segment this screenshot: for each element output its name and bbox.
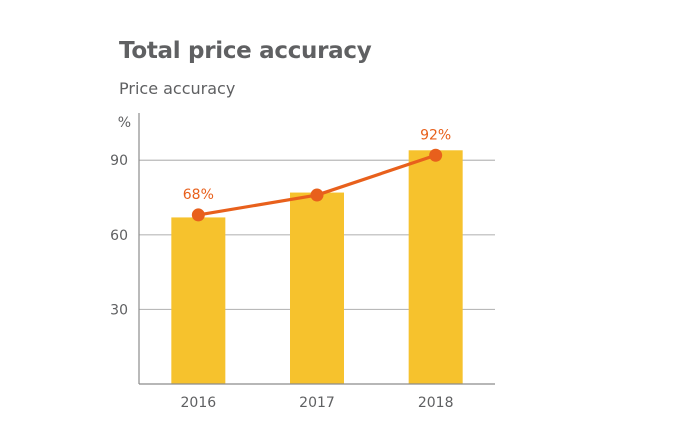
x-tick-label: 2018 xyxy=(418,395,454,411)
line-point xyxy=(429,148,443,162)
y-tick-label: 90 xyxy=(110,153,128,169)
y-tick-label: 30 xyxy=(110,302,128,318)
chart-subtitle: Price accuracy xyxy=(119,79,236,98)
axes xyxy=(138,113,495,385)
y-tick-label: 60 xyxy=(110,228,128,244)
data-labels: 68% 92% xyxy=(183,127,451,203)
data-label: 68% xyxy=(183,187,214,203)
bar-series xyxy=(171,150,463,384)
line-series xyxy=(191,148,443,222)
data-label: 92% xyxy=(420,127,451,143)
line-point xyxy=(191,208,205,222)
x-tick-label: 2017 xyxy=(299,395,335,411)
bar xyxy=(290,192,344,384)
x-tick-label: 2016 xyxy=(181,395,217,411)
chart-title: Total price accuracy xyxy=(119,38,372,64)
tick-labels: 30 60 90% 2016 2017 2018 xyxy=(110,115,453,411)
bar xyxy=(171,217,226,384)
y-unit-label: % xyxy=(118,115,131,131)
bar xyxy=(408,150,463,384)
line-point xyxy=(310,188,324,202)
